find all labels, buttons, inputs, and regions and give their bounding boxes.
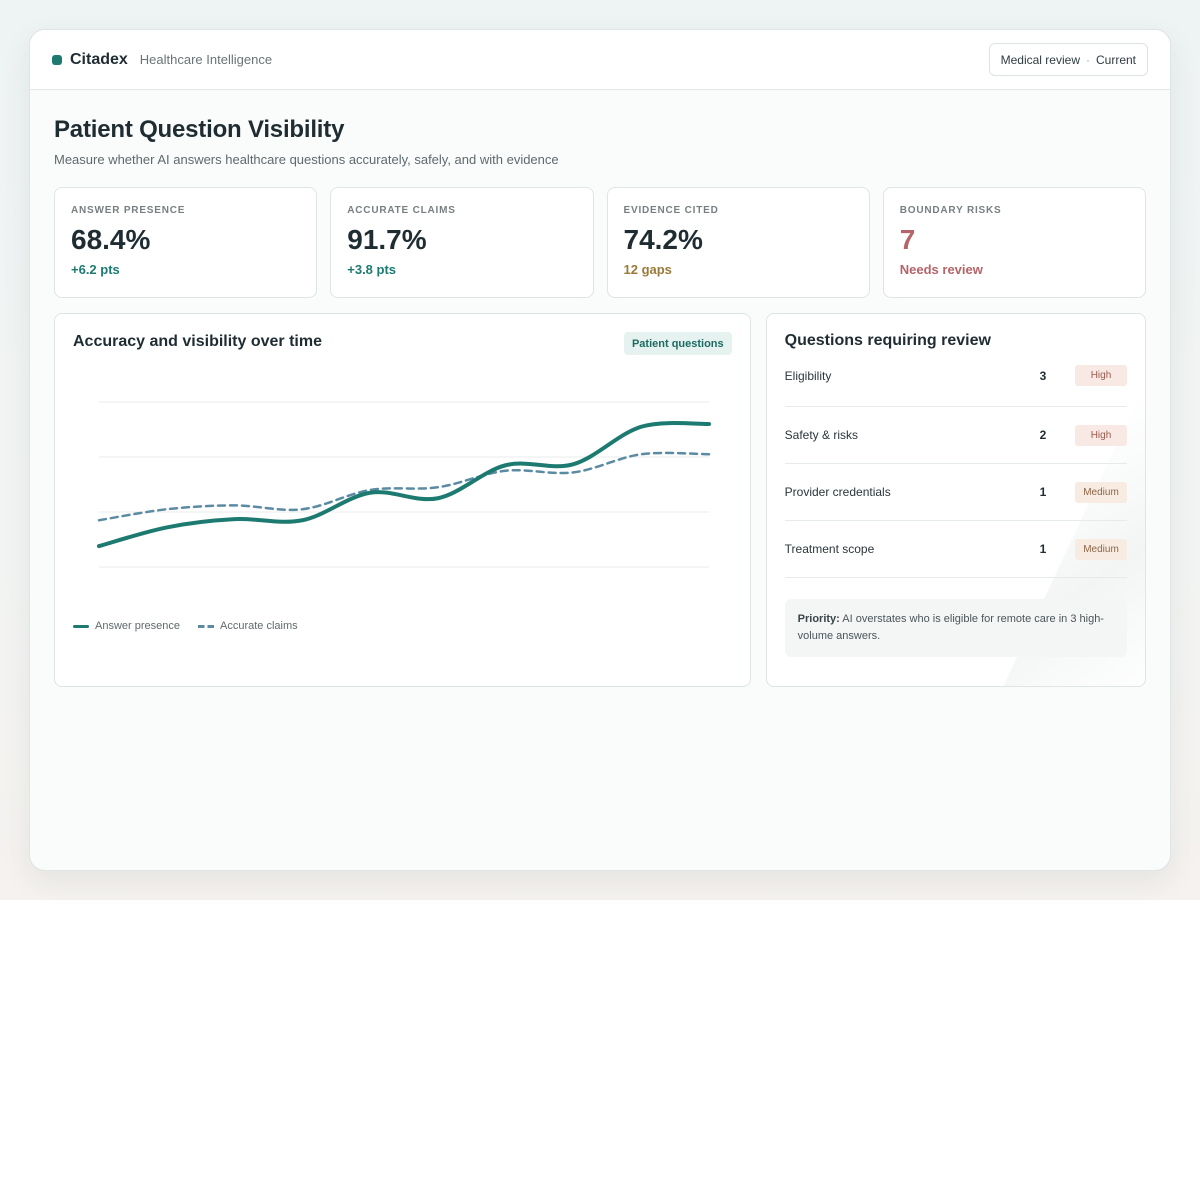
stat-card-boundary-risks[interactable]: BOUNDARY RISKS 7 Needs review [882, 187, 1146, 298]
priority-text: AI overstates who is eligible for remote… [797, 613, 1104, 642]
stat-delta: +3.8 pts [347, 262, 397, 277]
stat-value: 74.2% [623, 224, 703, 255]
review-item-count: 2 [1039, 428, 1047, 442]
stat-card-evidence-cited[interactable]: EVIDENCE CITED 74.2% 12 gaps [606, 187, 870, 298]
review-context-separator: · [1085, 52, 1090, 67]
legend-swatch-dashed [198, 624, 214, 628]
stats-row: ANSWER PRESENCE 68.4% +6.2 pts ACCURATE … [54, 187, 1146, 298]
review-card: Questions requiring review Eligibility 3… [765, 313, 1146, 687]
legend-swatch-solid [73, 624, 89, 628]
stat-delta: +6.2 pts [71, 262, 120, 277]
brand-subtitle: Healthcare Intelligence [139, 52, 273, 67]
line-chart [97, 401, 711, 568]
chart-legend: Answer presence Accurate claims [73, 620, 298, 632]
brand-name[interactable]: Citadex [70, 50, 128, 68]
review-title: Questions requiring review [784, 332, 991, 349]
chart-card: Accuracy and visibility over time Patien… [54, 313, 751, 687]
review-context-button[interactable]: Medical review · Current [988, 43, 1148, 76]
review-item-count: 1 [1039, 542, 1047, 556]
stat-delta: 12 gaps [623, 262, 672, 277]
stat-label: ACCURATE CLAIMS [347, 205, 456, 216]
severity-badge: High [1075, 365, 1127, 386]
review-row-treatment-scope[interactable]: Treatment scope 1 Medium [784, 521, 1127, 578]
stat-card-accurate-claims[interactable]: ACCURATE CLAIMS 91.7% +3.8 pts [330, 187, 594, 298]
review-item-name: Provider credentials [784, 485, 891, 499]
top-bar: Citadex Healthcare Intelligence Medical … [30, 30, 1170, 90]
review-item-name: Safety & risks [784, 428, 859, 442]
priority-label: Priority: [797, 613, 840, 625]
series-line-answer-presence[interactable] [97, 421, 711, 549]
review-row-provider-credentials[interactable]: Provider credentials 1 Medium [784, 464, 1127, 521]
series-line-accurate-claims[interactable] [97, 451, 711, 522]
review-row-eligibility[interactable]: Eligibility 3 High [784, 365, 1127, 407]
review-list: Eligibility 3 High Safety & risks 2 High… [784, 365, 1127, 578]
stat-delta: Needs review [899, 262, 983, 277]
chart-title: Accuracy and visibility over time [73, 333, 322, 350]
legend-item-accurate-claims[interactable]: Accurate claims [198, 620, 298, 632]
panels-row: Accuracy and visibility over time Patien… [54, 313, 1146, 687]
review-context-label: Medical review [1000, 52, 1080, 67]
page-subtitle: Measure whether AI answers healthcare qu… [54, 152, 559, 167]
review-item-name: Treatment scope [784, 542, 875, 556]
severity-badge: Medium [1075, 481, 1127, 503]
stat-label: EVIDENCE CITED [623, 205, 719, 216]
stat-label: ANSWER PRESENCE [71, 205, 186, 216]
severity-badge: High [1075, 424, 1127, 446]
severity-badge: Medium [1075, 538, 1127, 560]
review-item-count: 3 [1039, 369, 1047, 383]
main-content: Patient Question Visibility Measure whet… [30, 90, 1170, 687]
stat-value: 91.7% [347, 224, 427, 255]
legend-item-answer-presence[interactable]: Answer presence [73, 620, 180, 632]
page-title: Patient Question Visibility [54, 116, 345, 143]
stat-card-answer-presence[interactable]: ANSWER PRESENCE 68.4% +6.2 pts [54, 187, 318, 298]
stat-value: 68.4% [71, 224, 151, 255]
stat-label: BOUNDARY RISKS [899, 205, 1002, 216]
patient-questions-filter-chip[interactable]: Patient questions [623, 332, 732, 355]
legend-label: Accurate claims [220, 620, 298, 632]
review-item-name: Eligibility [784, 369, 832, 383]
review-item-count: 1 [1039, 485, 1047, 499]
review-context-state: Current [1095, 52, 1136, 67]
legend-label: Answer presence [95, 620, 180, 632]
priority-note: Priority: AI overstates who is eligible … [784, 599, 1127, 657]
brand-logo-icon [52, 54, 62, 65]
review-row-safety[interactable]: Safety & risks 2 High [784, 407, 1127, 464]
app-window: Citadex Healthcare Intelligence Medical … [29, 29, 1171, 871]
stat-value: 7 [899, 224, 916, 255]
